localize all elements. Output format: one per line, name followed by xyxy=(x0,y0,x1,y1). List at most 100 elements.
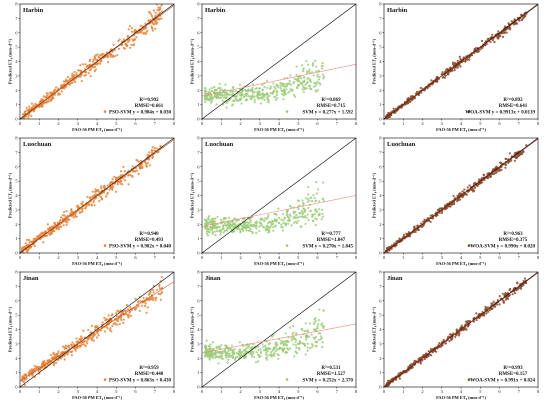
data-point xyxy=(260,96,263,99)
data-point xyxy=(63,210,66,214)
data-point xyxy=(428,85,431,88)
data-point xyxy=(282,98,285,101)
data-point xyxy=(119,313,123,316)
data-point xyxy=(86,64,89,68)
data-point xyxy=(318,200,321,203)
data-point xyxy=(253,355,256,359)
fit-equation-label: PSO-SVM y = 0.982x + 0.040 xyxy=(109,244,171,249)
x-tick-label: 7 xyxy=(518,389,521,394)
data-point xyxy=(113,321,116,324)
one-to-one-line xyxy=(201,271,357,388)
y-tick-label: 1 xyxy=(15,370,18,375)
legend-marker xyxy=(285,244,289,247)
data-point xyxy=(54,86,58,89)
x-tick-label: 1 xyxy=(38,121,41,126)
data-point xyxy=(100,324,104,327)
data-point xyxy=(60,216,63,219)
data-point xyxy=(94,58,97,61)
data-point xyxy=(27,113,30,117)
data-point xyxy=(255,361,258,364)
data-point xyxy=(282,85,285,88)
data-point xyxy=(252,83,255,86)
data-point xyxy=(285,88,288,91)
data-point xyxy=(321,212,324,215)
data-point xyxy=(84,207,87,210)
fit-equation-label: WOA-SVM y = 0.9913x + 0.0139 xyxy=(465,110,535,115)
data-point xyxy=(293,77,296,80)
data-point xyxy=(294,210,297,214)
data-point xyxy=(279,87,282,90)
scatter-plot-2: 0 1 2 3 4 5 6 7 8 0 1 2 3 4 5 6 7 8 FAO-56 PM ET₀ (mm·d⁻¹)… xyxy=(372,2,540,133)
data-point xyxy=(300,328,304,332)
y-tick-label: 8 xyxy=(15,270,18,275)
scatter-plot-1: 0 1 2 3 4 5 6 7 8 0 1 2 3 4 5 6 7 8 FAO-56 PM ET₀ (mm·d⁻¹)… xyxy=(190,2,358,133)
data-point xyxy=(85,340,88,343)
y-tick-label: 2 xyxy=(197,356,200,361)
data-point xyxy=(152,291,155,294)
data-point xyxy=(503,31,506,35)
data-point xyxy=(115,315,118,318)
data-point xyxy=(256,345,260,348)
data-point xyxy=(42,95,45,98)
x-tick-label: 4 xyxy=(460,389,463,394)
x-axis-label: FAO-56 PM ET₀ (mm·d⁻¹) xyxy=(72,127,122,132)
data-point xyxy=(458,55,461,58)
data-point xyxy=(281,93,284,96)
scatter-plot-5: 0 1 2 3 4 5 6 7 8 0 1 2 3 4 5 6 7 8 FAO-56 PM ET₀ (mm·d⁻¹)… xyxy=(372,136,540,267)
data-point xyxy=(122,38,126,41)
data-point xyxy=(491,39,495,42)
data-point xyxy=(210,86,213,90)
data-point xyxy=(458,332,461,335)
data-point xyxy=(212,347,215,351)
data-point xyxy=(75,72,78,75)
data-point xyxy=(451,61,455,64)
x-tick-label: 4 xyxy=(278,389,281,394)
data-point xyxy=(215,103,218,106)
data-point xyxy=(252,343,255,346)
data-point xyxy=(322,325,326,328)
legend-marker xyxy=(467,244,471,247)
data-point xyxy=(122,321,125,324)
data-point xyxy=(309,78,312,81)
y-tick-label: 1 xyxy=(379,236,382,241)
data-point xyxy=(72,347,76,350)
data-point xyxy=(295,214,298,217)
data-point xyxy=(140,304,144,307)
data-point xyxy=(319,332,322,335)
data-point xyxy=(441,71,444,74)
y-tick-label: 7 xyxy=(379,150,382,155)
data-point xyxy=(129,174,132,177)
rmse-label: RMSE=0.715 xyxy=(317,104,346,109)
data-point xyxy=(91,65,94,69)
data-point xyxy=(396,239,400,243)
data-point xyxy=(58,93,61,96)
panel-jinan-pso-svm: 0 1 2 3 4 5 6 7 8 0 1 2 3 4 5 6 7 8 FAO-56 PM ET₀ (mm·d⁻¹)… xyxy=(6,270,176,401)
data-point xyxy=(224,222,227,225)
y-tick-label: 3 xyxy=(197,341,200,346)
rmse-label: RMSE=0.641 xyxy=(499,104,528,109)
data-point xyxy=(158,285,161,288)
data-point xyxy=(51,357,54,360)
data-point xyxy=(104,195,108,198)
data-point xyxy=(75,337,78,340)
data-point xyxy=(263,219,266,222)
r2-label: R²=0.963 xyxy=(503,231,523,237)
data-point xyxy=(137,160,141,163)
data-point xyxy=(286,215,289,218)
data-point xyxy=(116,319,120,323)
data-point xyxy=(275,97,278,100)
data-point xyxy=(206,234,210,237)
data-point xyxy=(91,336,94,339)
data-point xyxy=(280,223,283,226)
y-tick-label: 1 xyxy=(379,102,382,107)
y-tick-label: 2 xyxy=(197,222,200,227)
data-point xyxy=(109,327,112,330)
data-point xyxy=(267,98,270,101)
y-tick-label: 1 xyxy=(379,370,382,375)
x-tick-label: 5 xyxy=(479,121,482,126)
data-point xyxy=(151,298,154,301)
data-point xyxy=(101,197,104,200)
points-group xyxy=(203,59,326,109)
data-point xyxy=(50,98,53,101)
data-point xyxy=(95,336,99,339)
